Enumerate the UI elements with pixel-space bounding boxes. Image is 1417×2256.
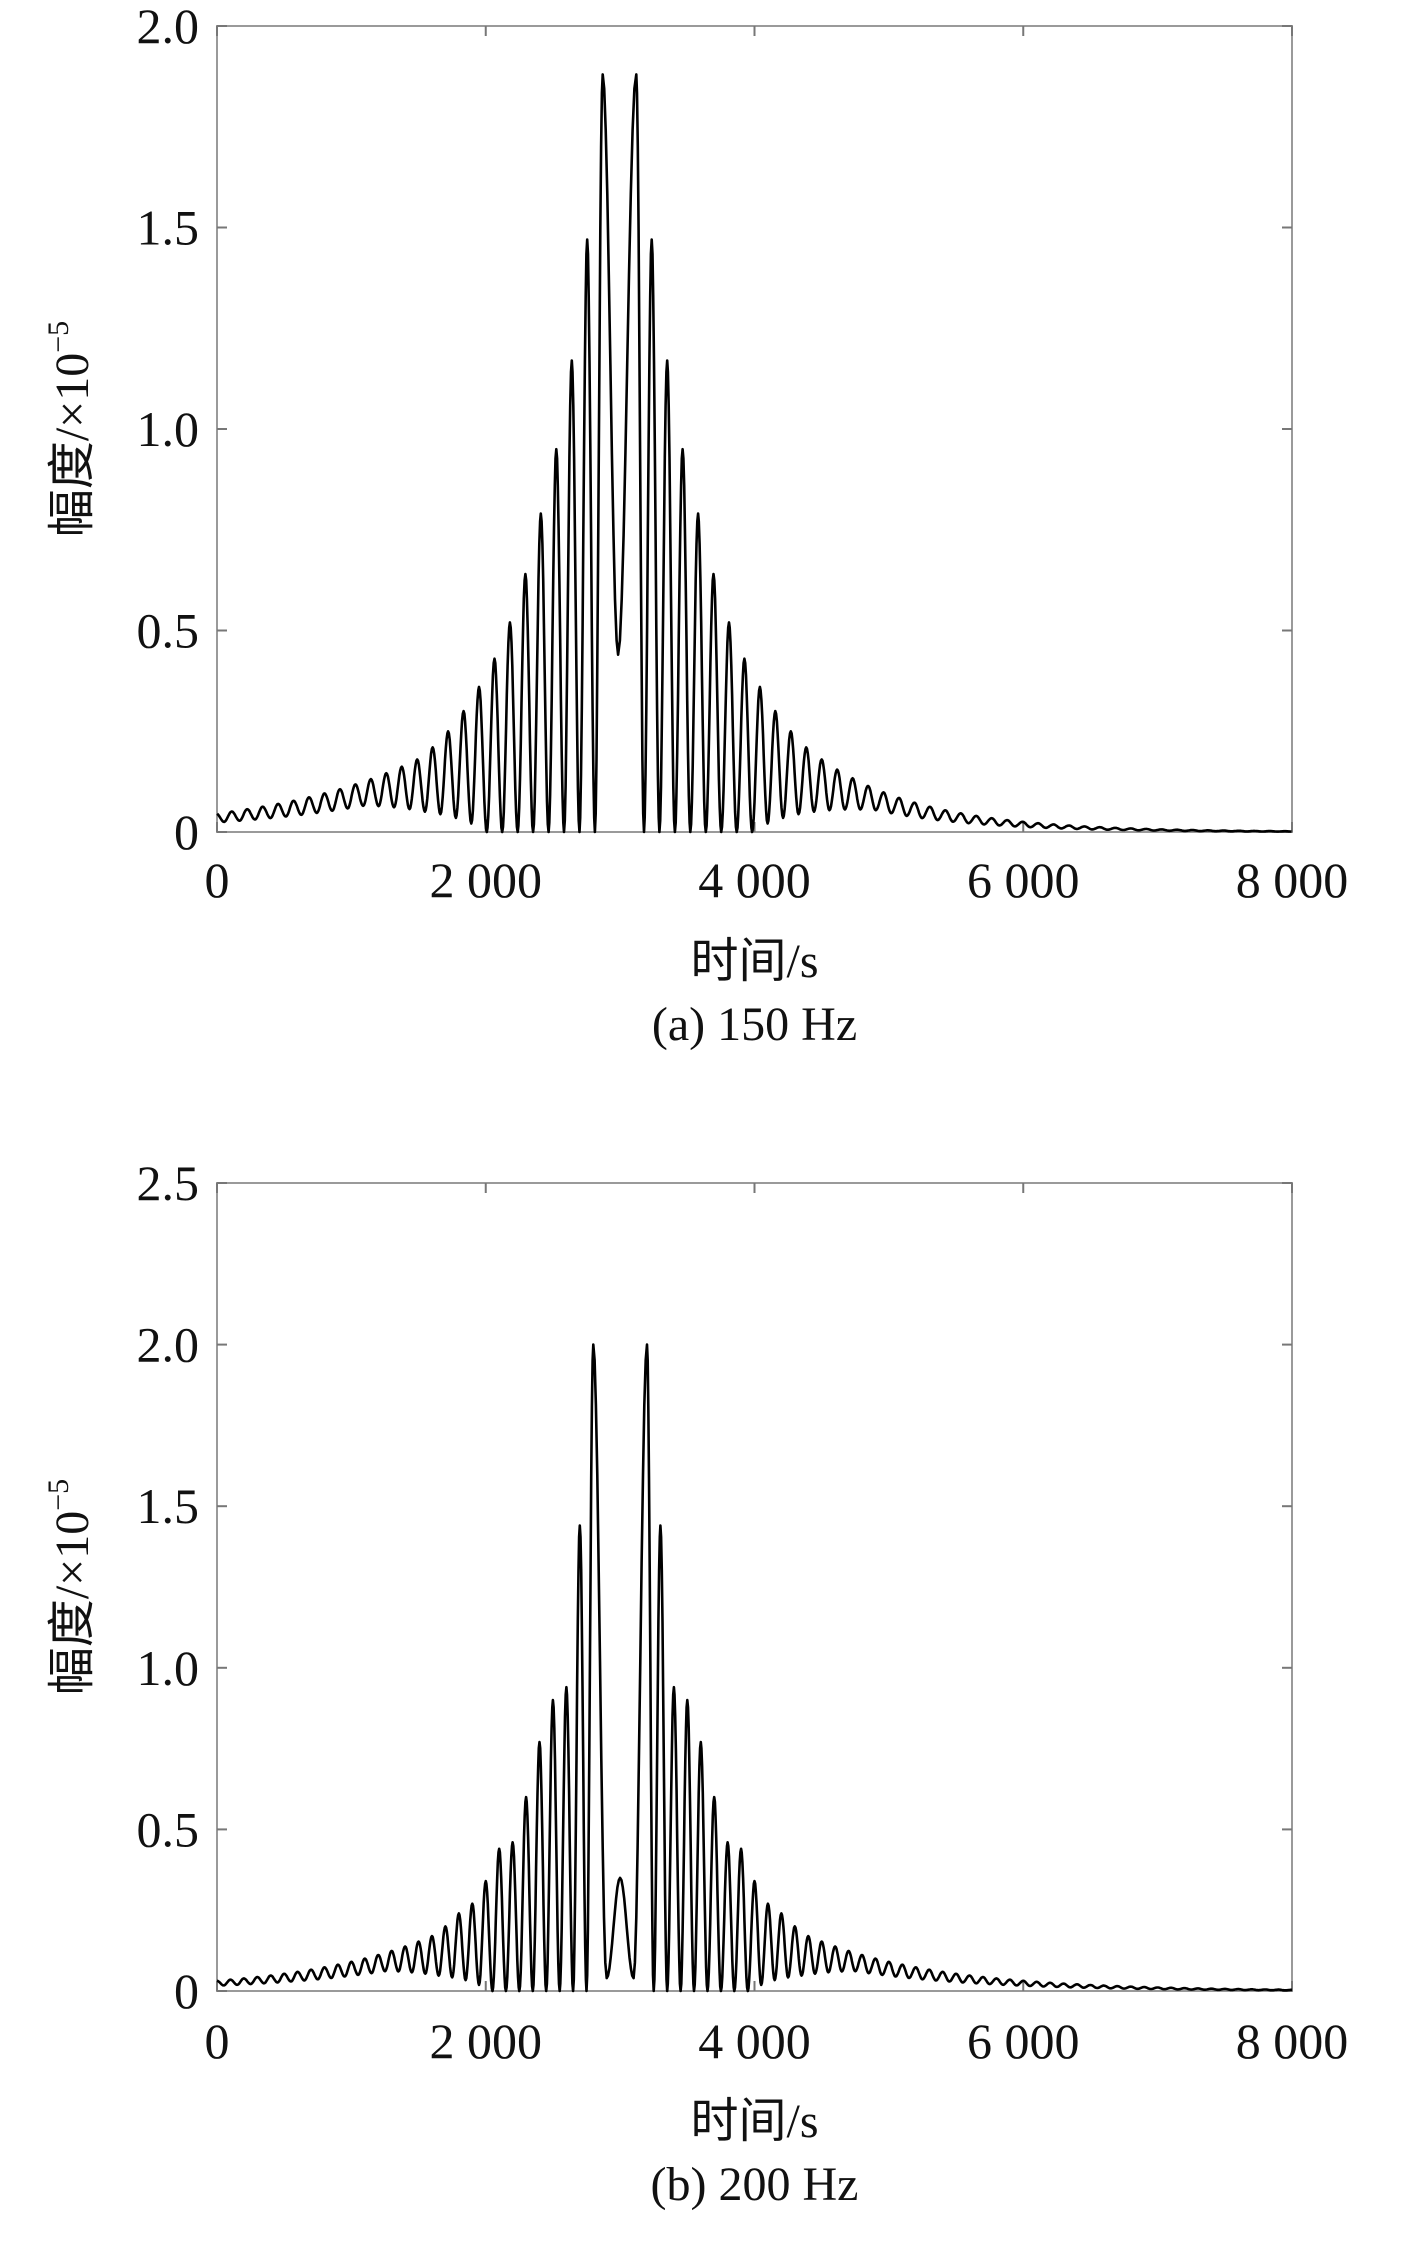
y-tick-label: 2.0 [137, 0, 200, 54]
y-tick-label: 0.5 [137, 1801, 200, 1857]
y-tick-label: 0 [174, 804, 199, 860]
x-tick-label: 2 000 [430, 852, 543, 908]
x-tick-label: 4 000 [698, 852, 811, 908]
x-tick-label: 6 000 [967, 852, 1080, 908]
chart-a: 0 2 000 4 000 6 000 8 000 0 0.5 1.0 1.5 2.0 时间/s 幅度… [42, 0, 1348, 1051]
x-axis-label: 时间/s [690, 935, 818, 988]
x-tick-label: 0 [205, 2013, 230, 2069]
y-axis-label-text: 幅度/×10 [46, 1511, 99, 1695]
x-tick-label: 0 [205, 852, 230, 908]
y-tick-label: 1.5 [137, 1478, 200, 1534]
x-tick-label: 4 000 [698, 2013, 811, 2069]
y-tick-label: 0 [174, 1963, 199, 2019]
y-tick-label: 1.5 [137, 200, 200, 256]
chart-b: 0 2 000 4 000 6 000 8 000 0 0.5 1.0 1.5 2.0 2.5 时间/… [42, 1155, 1348, 2211]
plot-frame [216, 1182, 1293, 1992]
y-tick-label: 0.5 [137, 603, 200, 659]
plot-frame [216, 25, 1293, 833]
y-tick-label: 1.0 [137, 1640, 200, 1696]
y-axis-label-exponent: −5 [42, 321, 75, 353]
x-tick-label: 2 000 [430, 2013, 543, 2069]
y-tick-label: 2.0 [137, 1317, 200, 1373]
y-axis-label-text: 幅度/×10 [46, 353, 99, 537]
y-tick-label: 1.0 [137, 401, 200, 457]
chart-caption: (b) 200 Hz [651, 2158, 859, 2211]
x-tick-label: 8 000 [1236, 852, 1349, 908]
x-tick-label: 8 000 [1236, 2013, 1349, 2069]
series-line-amplitude [216, 73, 1292, 834]
y-tick-label: 2.5 [137, 1155, 200, 1211]
x-tick-label: 6 000 [967, 2013, 1080, 2069]
y-axis-label: 幅度/×10−5 [42, 321, 99, 537]
x-axis-label: 时间/s [690, 2095, 818, 2148]
chart-caption: (a) 150 Hz [652, 998, 857, 1051]
y-axis-label: 幅度/×10−5 [42, 1479, 99, 1695]
series-line-amplitude [216, 1343, 1293, 1993]
y-axis-label-exponent: −5 [42, 1479, 75, 1511]
